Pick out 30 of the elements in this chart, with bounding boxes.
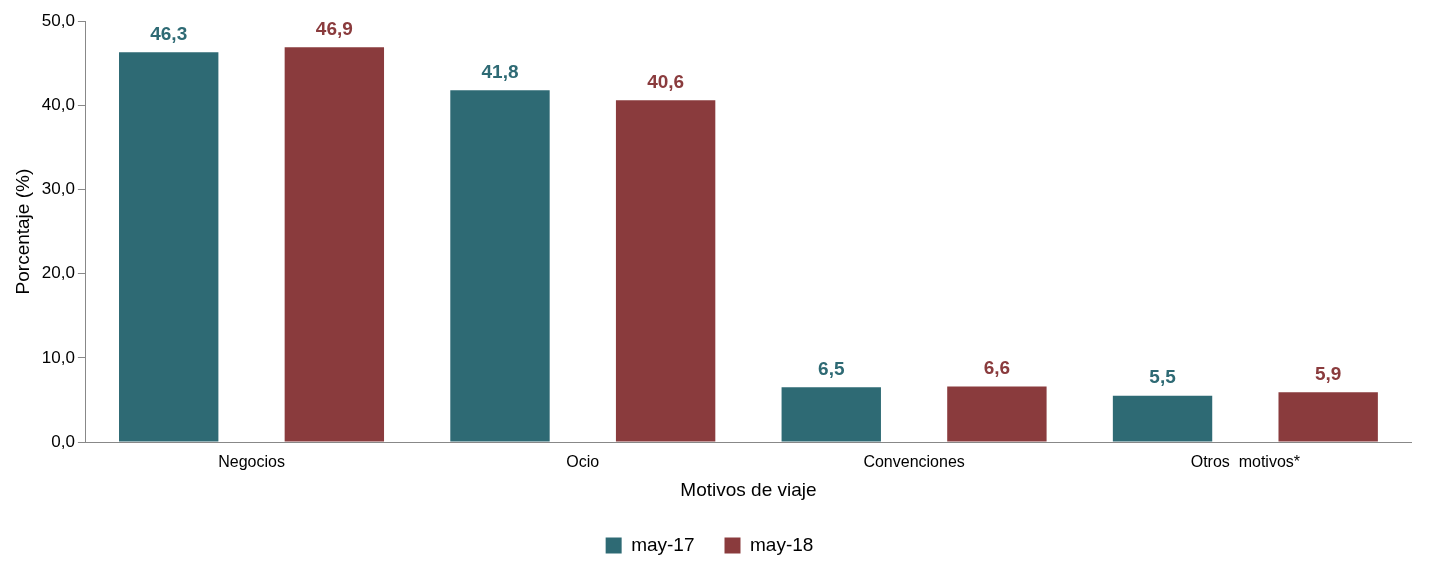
- y-tick-label: 10,0: [41, 347, 75, 367]
- bar: [284, 47, 385, 442]
- x-axis-title: Motivos de viaje: [680, 478, 817, 500]
- x-tick-label: Otros motivos*: [1190, 453, 1301, 471]
- legend-label: may-17: [631, 533, 695, 555]
- data-label: 5,9: [1314, 363, 1342, 385]
- data-label: 46,9: [315, 18, 353, 40]
- x-tick-label: Negocios: [218, 453, 285, 471]
- x-tick-label: Ocio: [566, 453, 600, 471]
- data-label: 46,3: [150, 23, 188, 45]
- bar: [947, 386, 1047, 442]
- legend-label: may-18: [750, 533, 814, 555]
- y-tick-label: 50,0: [41, 10, 75, 30]
- bar: [119, 52, 219, 442]
- bar: [450, 90, 550, 442]
- y-tick-label: 30,0: [41, 179, 75, 199]
- bar: [615, 100, 716, 442]
- bar: [1112, 395, 1213, 442]
- data-label: 41,8: [481, 60, 519, 82]
- data-label: 6,6: [983, 357, 1011, 379]
- bar: [1278, 392, 1378, 442]
- x-tick-label: Convenciones: [863, 453, 965, 471]
- bar: [781, 387, 881, 442]
- y-tick-label: 20,0: [41, 263, 75, 283]
- data-label: 40,6: [647, 71, 685, 93]
- y-tick-label: 0,0: [51, 431, 75, 451]
- data-label: 6,5: [818, 358, 845, 380]
- y-tick-label: 40,0: [41, 95, 75, 115]
- y-axis-title: Porcentaje (%): [11, 168, 33, 295]
- data-label: 5,5: [1149, 366, 1177, 388]
